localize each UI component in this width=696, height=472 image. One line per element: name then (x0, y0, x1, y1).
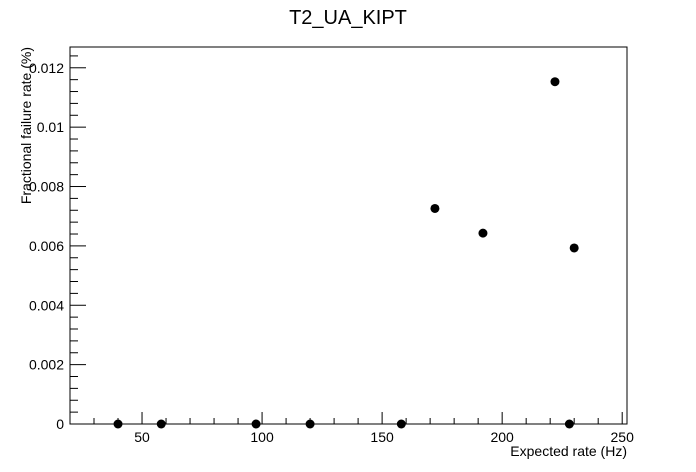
data-point (564, 419, 574, 429)
y-axis-title: Fractional failure rate (%) (18, 47, 34, 204)
data-point (305, 419, 315, 429)
y-tick-label: 0.004 (29, 297, 64, 313)
y-axis: 0 0.002 0.004 0.006 0.008 0.01 0.012 (29, 55, 86, 432)
y-tick-label: 0.012 (29, 60, 64, 76)
y-tick-label: 0.01 (37, 119, 64, 135)
x-tick-label: 50 (134, 429, 150, 445)
data-point (113, 419, 123, 429)
y-tick-label: 0.006 (29, 238, 64, 254)
x-tick-label: 250 (611, 429, 635, 445)
data-point (251, 419, 261, 429)
x-axis-title: Expected rate (Hz) (510, 443, 627, 459)
y-tick-label: 0.002 (29, 357, 64, 373)
data-point (550, 77, 560, 87)
data-points (113, 77, 579, 429)
x-axis: 50 100 150 200 250 (69, 412, 635, 445)
x-tick-label: 100 (250, 429, 274, 445)
data-point (478, 228, 488, 238)
y-tick-label: 0 (56, 416, 64, 432)
data-point (396, 419, 406, 429)
x-tick-label: 150 (370, 429, 394, 445)
y-tick-label: 0.008 (29, 179, 64, 195)
data-point (569, 243, 579, 253)
x-tick-label: 200 (490, 429, 514, 445)
data-point (156, 419, 166, 429)
data-point (430, 203, 440, 213)
plot-frame (69, 46, 628, 425)
chart-title: T2_UA_KIPT (289, 7, 407, 29)
